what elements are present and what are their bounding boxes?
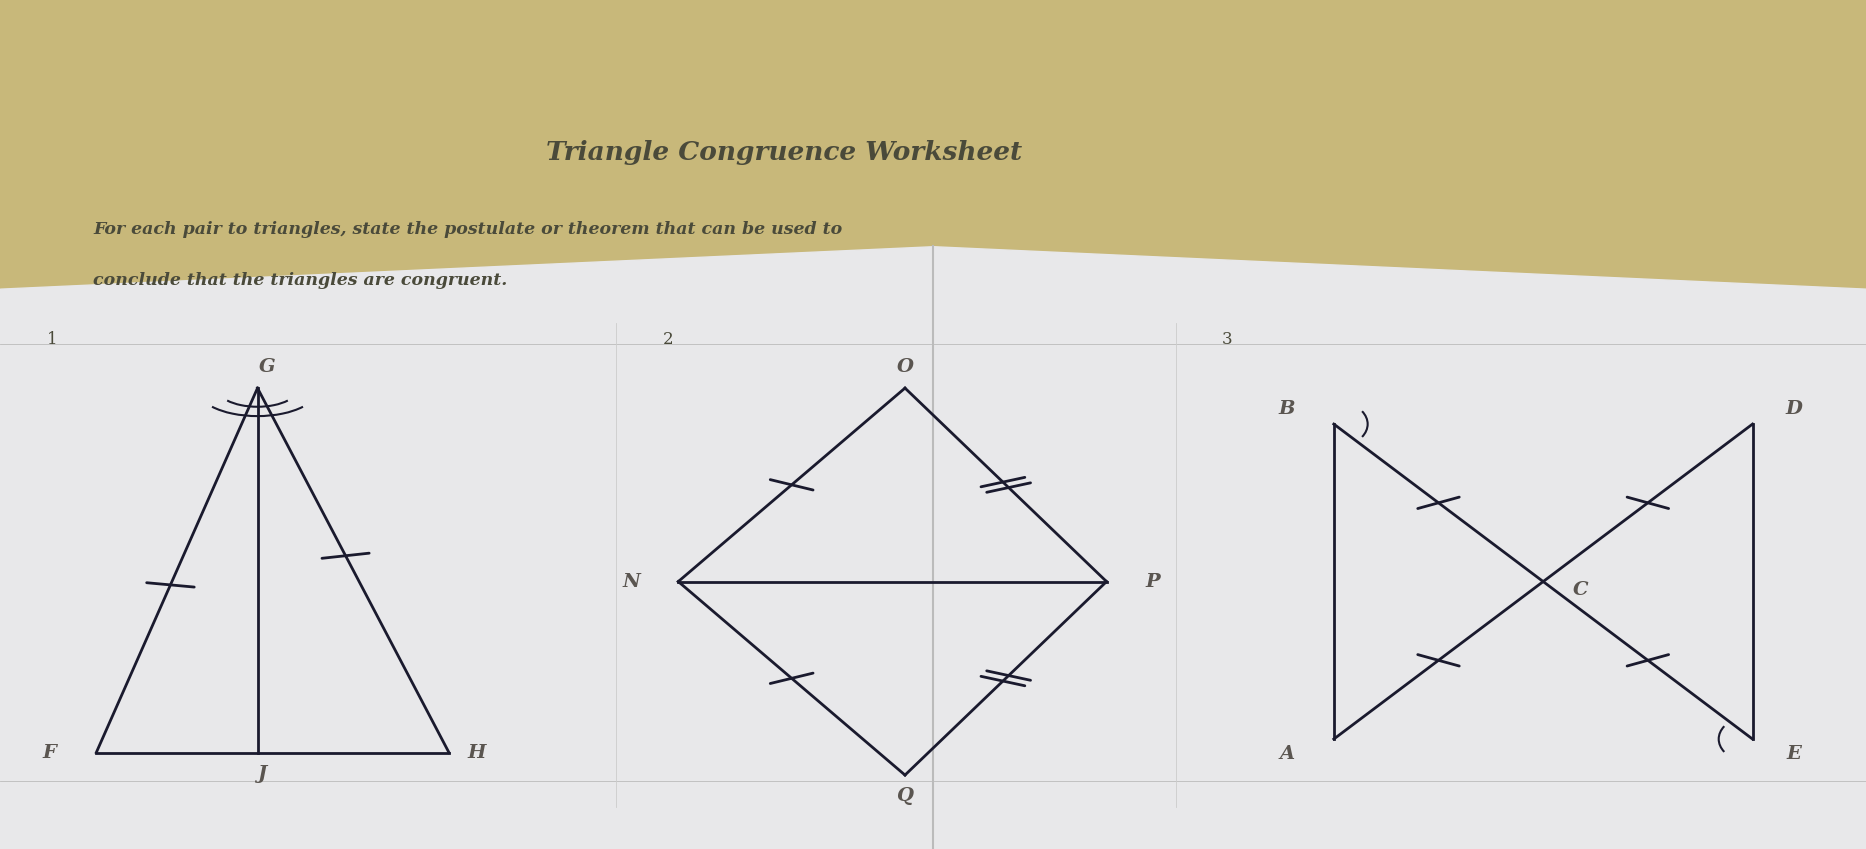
Text: B: B xyxy=(1278,400,1295,418)
Text: For each pair to triangles, state the postulate or theorem that can be used to: For each pair to triangles, state the po… xyxy=(93,221,843,238)
Text: D: D xyxy=(1786,400,1803,418)
Text: C: C xyxy=(1573,581,1588,599)
Text: 1: 1 xyxy=(47,331,58,348)
Text: A: A xyxy=(1280,745,1295,763)
Text: P: P xyxy=(1146,572,1161,591)
Text: H: H xyxy=(468,744,487,762)
Text: N: N xyxy=(623,572,640,591)
Text: J: J xyxy=(258,765,265,783)
Text: O: O xyxy=(896,357,914,376)
Text: conclude that the triangles are congruent.: conclude that the triangles are congruen… xyxy=(93,272,508,289)
Text: Q: Q xyxy=(896,787,914,806)
Text: 2: 2 xyxy=(662,331,674,348)
Text: Triangle Congruence Worksheet: Triangle Congruence Worksheet xyxy=(545,140,1023,166)
Text: G: G xyxy=(259,357,274,376)
Text: F: F xyxy=(43,744,56,762)
Text: E: E xyxy=(1786,745,1801,763)
Text: 3: 3 xyxy=(1222,331,1233,348)
